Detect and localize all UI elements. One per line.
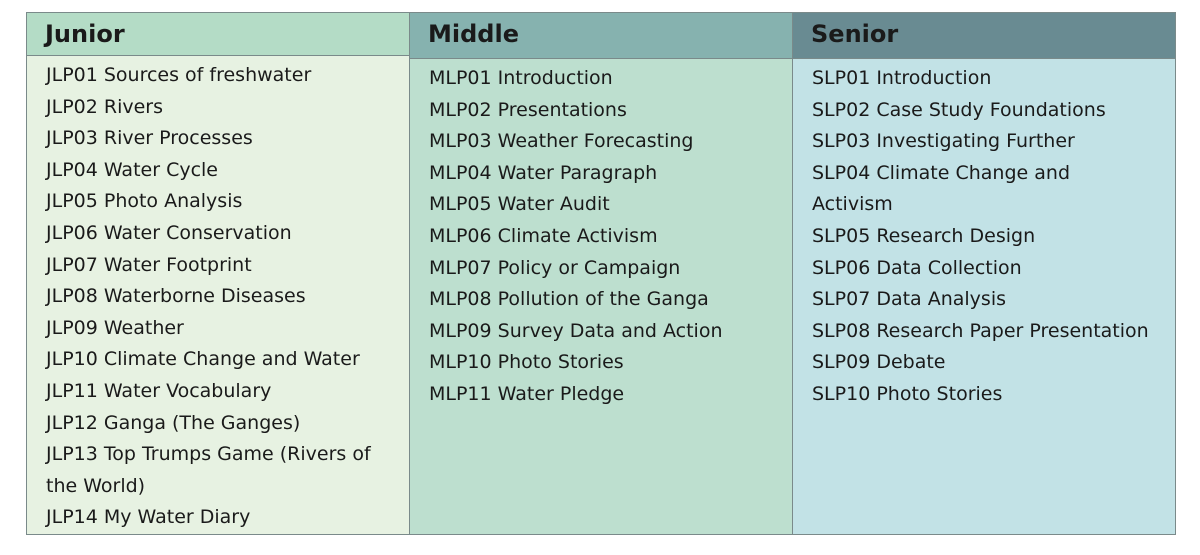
lesson-item: MLP07 Policy or Campaign [429,256,681,279]
lesson-item: JLP09 Weather [46,316,184,339]
lesson-item: MLP05 Water Audit [429,193,610,216]
column-header: Middle [410,13,792,59]
lesson-item: SLP08 Research Paper Presentation [812,319,1149,342]
lesson-item: SLP06 Data Collection [812,256,1022,279]
lesson-item: JLP08 Waterborne Diseases [46,285,306,308]
lesson-item: JLP01 Sources of freshwater [46,64,312,87]
lesson-item: SLP09 Debate [812,351,946,374]
lesson-item: JLP14 My Water Diary [46,506,251,529]
lesson-item: MLP04 Water Paragraph [429,161,658,184]
column-header: Junior [27,13,409,57]
lesson-item: SLP01 Introduction [812,67,992,89]
lesson-item: JLP02 Rivers [46,95,163,118]
lesson-item: SLP10 Photo Stories [812,382,1003,405]
column: Middle MLP01 Introduction MLP02 Presentati… [410,13,793,534]
lesson-item: JLP13 Top Trumps Game (Rivers of the Wor… [46,443,371,497]
column: Junior JLP01 Sources of freshwater JLP02 R… [27,13,410,534]
lesson-item: JLP07 Water Footprint [46,253,252,276]
lesson-item: MLP09 Survey Data and Action [429,319,723,342]
lesson-item: SLP02 Case Study Foundations [812,98,1106,121]
lesson-item: SLP07 Data Analysis [812,288,1007,311]
lesson-item: MLP08 Pollution of the Ganga [429,288,709,311]
lesson-item: SLP04 Climate Change and Activism [812,161,1071,216]
lesson-item: JLP04 Water Cycle [46,158,218,181]
lesson-item: MLP10 Photo Stories [429,351,624,374]
lesson-table: Junior JLP01 Sources of freshwater JLP02 R… [26,12,1176,535]
column-body: MLP01 Introduction MLP02 Presentations MLP… [410,59,792,534]
lesson-item: MLP11 Water Pledge [429,382,625,405]
lesson-item: MLP03 Weather Forecasting [429,130,694,153]
lesson-item: MLP02 Presentations [429,98,627,121]
lesson-item: SLP05 Research Design [812,224,1036,247]
lesson-item: JLP11 Water Vocabulary [46,380,272,403]
lesson-item: JLP03 River Processes [46,127,253,150]
lesson-item: JLP12 Ganga (The Ganges) [46,411,301,434]
column: Senior SLP01 Introduction SLP02 Case Study… [793,13,1175,534]
lesson-item: JLP05 Photo Analysis [46,190,243,213]
lesson-item: JLP06 Water Conservation [46,222,292,245]
lesson-item: MLP01 Introduction [429,67,613,89]
column-body: SLP01 Introduction SLP02 Case Study Found… [793,59,1175,534]
lesson-item: JLP10 Climate Change and Water [46,348,360,371]
lesson-item: MLP06 Climate Activism [429,224,658,247]
lesson-item: SLP03 Investigating Further [812,130,1075,153]
column-body: JLP01 Sources of freshwater JLP02 Rivers J… [27,56,409,534]
column-header: Senior [793,13,1175,59]
